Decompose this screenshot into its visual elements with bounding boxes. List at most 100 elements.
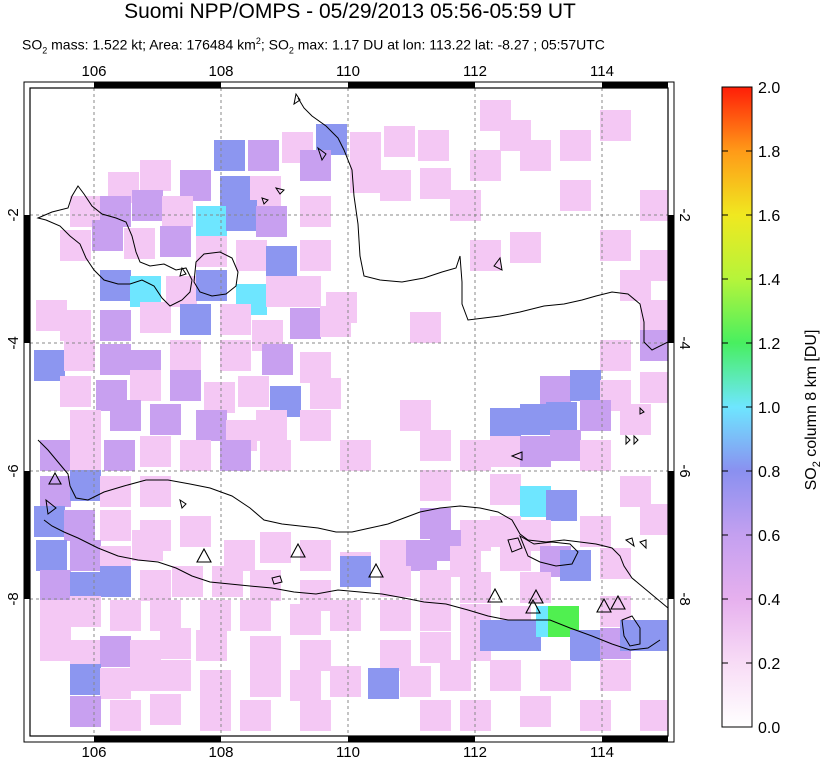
so2-pixel	[510, 620, 541, 651]
so2-pixel	[380, 540, 411, 571]
so2-pixel	[640, 372, 668, 403]
so2-pixel	[550, 430, 581, 461]
so2-pixel	[160, 226, 191, 257]
colorbar-tick-label: 1.8	[758, 144, 780, 161]
so2-pixel	[420, 570, 451, 601]
so2-pixel	[640, 190, 668, 221]
so2-pixel	[640, 300, 668, 331]
colorbar-tick-label: 1.0	[758, 400, 780, 417]
so2-pixel	[310, 378, 341, 409]
so2-pixel	[250, 666, 281, 697]
so2-pixel	[290, 276, 321, 307]
lat-tick-label: -6	[5, 464, 22, 477]
so2-pixel	[60, 376, 91, 407]
so2-pixel	[400, 666, 431, 697]
so2-pixel	[36, 540, 67, 571]
so2-pixel	[300, 240, 331, 271]
so2-pixel	[540, 376, 571, 407]
so2-pixel	[520, 404, 551, 435]
so2-pixel	[100, 668, 131, 699]
so2-pixel	[100, 510, 131, 541]
so2-pixel	[380, 170, 411, 201]
so2-pixel	[224, 540, 255, 571]
so2-pixel	[520, 436, 551, 467]
so2-pixel	[250, 570, 281, 601]
so2-pixel	[300, 640, 331, 671]
so2-pixel	[420, 168, 451, 199]
so2-pixel	[172, 566, 203, 597]
volcano-icon	[596, 597, 612, 613]
so2-pixel	[196, 236, 227, 267]
so2-pixel	[40, 476, 71, 507]
volcano-icon	[487, 587, 503, 603]
so2-pixel	[100, 310, 131, 341]
so2-pixel	[500, 540, 531, 571]
map-title: Suomi NPP/OMPS - 05/29/2013 05:56-05:59 …	[124, 0, 576, 23]
volcano-icon	[48, 471, 62, 485]
map-border-scale	[24, 82, 674, 742]
so2-pixel	[340, 556, 371, 587]
so2-pixel	[100, 566, 131, 597]
map-grid	[30, 88, 668, 736]
so2-pixel	[196, 410, 227, 441]
so2-pixel	[130, 660, 161, 691]
volcano-icon	[368, 562, 384, 578]
so2-pixel	[440, 660, 471, 691]
so2-pixel	[300, 540, 331, 571]
so2-pixel	[100, 270, 131, 301]
so2-pixel	[520, 572, 551, 603]
so2-pixel	[64, 510, 95, 541]
colorbar-tick-label: 0.0	[758, 720, 780, 737]
so2-pixel	[400, 400, 431, 431]
so2-pixel	[70, 540, 101, 571]
so2-pixel	[266, 246, 297, 277]
so2-pixel	[420, 700, 451, 731]
so2-pixel	[40, 600, 71, 631]
so2-pixel	[132, 530, 163, 561]
so2-pixel	[196, 630, 227, 661]
so2-pixel-layer	[34, 100, 668, 731]
so2-pixel	[220, 440, 251, 471]
so2-pixel	[560, 550, 591, 581]
so2-pixel	[160, 660, 191, 691]
colorbar-ticks: 2.0 1.8 1.6 1.4 1.2 1.0 0.8 0.6 0.4 0.2 0.0	[722, 80, 780, 737]
so2-pixel	[418, 130, 449, 161]
so2-pixel	[196, 206, 227, 237]
map-subtitle: SO2 mass: 1.522 kt; Area: 176484 km2; SO…	[22, 36, 605, 56]
so2-pixel	[580, 516, 611, 547]
so2-pixel	[256, 206, 287, 237]
lat-tick-label: -8	[5, 592, 22, 605]
so2-pixel	[300, 410, 331, 441]
colorbar-label: SO2 column 8 km [DU]	[803, 330, 823, 491]
so2-pixel	[140, 436, 171, 467]
so2-pixel	[560, 130, 591, 161]
so2-pixel	[204, 382, 235, 413]
lon-tick-label: 112	[463, 744, 487, 759]
so2-pixel	[248, 140, 279, 171]
so2-pixel	[546, 490, 577, 521]
so2-pixel	[520, 486, 551, 517]
lat-tick-label: -4	[676, 336, 693, 349]
so2-pixel	[380, 566, 411, 597]
colorbar-tick-label: 1.4	[758, 272, 780, 289]
lat-tick-label: -8	[676, 592, 693, 605]
so2-pixel	[600, 660, 631, 691]
so2-pixel	[300, 352, 331, 383]
so2-pixel	[368, 668, 399, 699]
so2-pixel	[640, 620, 668, 651]
so2-pixel	[380, 600, 411, 631]
so2-pixel	[640, 504, 668, 535]
so2-pixel	[620, 476, 651, 507]
so2-pixel	[600, 110, 631, 141]
so2-pixel	[256, 410, 287, 441]
so2-pixel	[200, 670, 231, 701]
so2-pixel	[520, 696, 551, 727]
so2-pixel	[350, 162, 381, 193]
volcano-icon	[196, 547, 212, 563]
so2-pixel	[70, 410, 101, 441]
so2-pixel	[480, 620, 511, 651]
so2-pixel	[240, 700, 271, 731]
so2-pixel	[300, 196, 331, 227]
so2-pixel	[540, 660, 571, 691]
lon-axis: 106 108 110 112 114 106 108 110 112 114	[81, 63, 613, 759]
